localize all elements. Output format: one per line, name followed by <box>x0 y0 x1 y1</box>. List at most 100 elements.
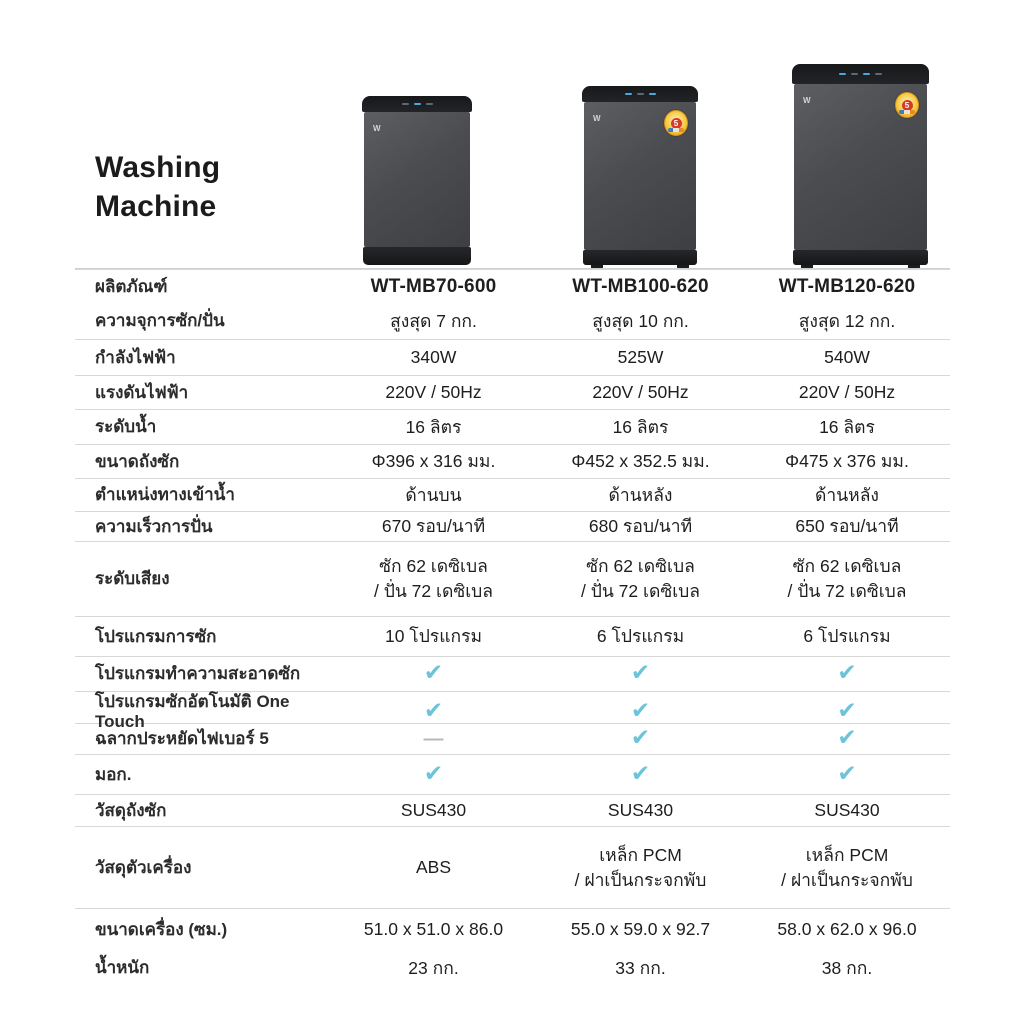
table-row: ความจุการซัก/ปั่น สูงสุด 7 กก. สูงสุด 10 ก… <box>75 303 950 339</box>
washer-control-panel <box>792 64 929 84</box>
control-dot-icon <box>425 103 433 105</box>
spec-label: ระดับเสียง <box>95 569 170 588</box>
spec-value: ซัก 62 เดซิเบล / ปั่น 72 เดซิเบล <box>330 554 537 604</box>
spec-value-line: ซัก 62 เดซิเบล <box>379 556 488 576</box>
spec-value-line: เหล็ก PCM <box>599 844 682 865</box>
control-dot-icon <box>401 103 409 105</box>
spec-value-line: ซัก 62 เดซิเบล <box>792 556 902 576</box>
spec-label: ความจุการซัก/ปั่น <box>95 311 225 330</box>
washer-foot <box>908 265 920 269</box>
spec-value: 51.0 x 51.0 x 86.0 <box>363 919 504 939</box>
spec-value: ด้านบน <box>405 484 462 505</box>
spec-value: 55.0 x 59.0 x 92.7 <box>570 919 711 939</box>
spec-label: ตำแหน่งทางเข้าน้ำ <box>95 485 235 504</box>
table-row: วัสดุตัวเครื่อง ABS เหล็ก PCM / ฝาเป็นกระจก… <box>75 826 950 908</box>
spec-value: 6 โปรแกรม <box>803 626 891 646</box>
washer-body: W 5 <box>584 102 696 250</box>
spec-label: ผลิตภัณฑ์ <box>95 276 168 296</box>
page-title-line1: Washing <box>95 151 221 184</box>
spec-value: 650 รอบ/นาที <box>795 516 899 536</box>
spec-value: ซัก 62 เดซิเบล / ปั่น 72 เดซิเบล <box>537 554 744 604</box>
spec-value: 16 ลิตร <box>819 416 875 437</box>
check-icon: ✔ <box>630 724 651 750</box>
washer-body: W <box>364 112 470 247</box>
control-dot-icon <box>624 93 632 95</box>
check-icon: ✔ <box>537 726 744 752</box>
brand-logo-icon: W <box>803 96 812 105</box>
model-name: WT-MB70-600 <box>370 276 497 297</box>
spec-value-line: / ปั่น 72 เดซิเบล <box>373 581 494 601</box>
washer-base <box>583 250 697 269</box>
washer-control-panel <box>362 96 472 112</box>
table-row: มอก. ✔ ✔ ✔ <box>75 754 950 794</box>
spec-value: SUS430 <box>400 800 467 820</box>
spec-value: เหล็ก PCM / ฝาเป็นกระจกพับ <box>537 843 744 893</box>
spec-value: 680 รอบ/นาที <box>588 516 693 536</box>
control-dot-icon <box>875 73 882 75</box>
dash-icon: — <box>330 727 537 752</box>
check-icon: ✔ <box>537 699 744 725</box>
spec-value: Φ452 x 352.5 มม. <box>571 451 710 471</box>
energy-label-number: 5 <box>901 99 913 111</box>
check-icon: ✔ <box>744 726 950 752</box>
control-dot-icon <box>636 93 644 95</box>
check-icon: ✔ <box>537 661 744 687</box>
energy-label-strip <box>899 110 915 114</box>
table-row: น้ำหนัก 23 กก. 33 กก. 38 กก. <box>75 950 950 986</box>
model-name: WT-MB120-620 <box>778 276 916 297</box>
check-icon: ✔ <box>630 759 651 786</box>
spec-value: SUS430 <box>814 800 880 820</box>
spec-label: ขนาดเครื่อง (ซม.) <box>95 919 228 939</box>
spec-value: 6 โปรแกรม <box>596 626 685 646</box>
check-icon: ✔ <box>744 661 950 687</box>
check-icon: ✔ <box>330 699 537 725</box>
energy-label-no5-icon: 5 <box>664 110 688 136</box>
spec-value: ด้านหลัง <box>815 484 879 505</box>
spec-value-line: ซัก 62 เดซิเบล <box>586 556 695 576</box>
table-row: ระดับเสียง ซัก 62 เดซิเบล / ปั่น 72 เดซิเบ… <box>75 541 950 616</box>
control-dot-icon <box>851 73 858 75</box>
table-row: ผลิตภัณฑ์ WT-MB70-600 WT-MB100-620 WT-MB120… <box>75 269 950 303</box>
model-name: WT-MB100-620 <box>572 276 709 297</box>
spec-value: 23 กก. <box>408 957 459 978</box>
check-icon: ✔ <box>837 697 857 723</box>
check-icon: ✔ <box>744 699 950 725</box>
spec-value: 340W <box>410 347 457 367</box>
spec-value: ABS <box>415 857 452 877</box>
spec-value: Φ475 x 376 มม. <box>785 451 909 471</box>
energy-label-strip <box>668 128 684 132</box>
table-row: กำลังไฟฟ้า 340W 525W 540W <box>75 339 950 375</box>
check-icon: ✔ <box>630 659 651 685</box>
table-row: โปรแกรมการซัก 10 โปรแกรม 6 โปรแกรม 6 โปรแกร… <box>75 616 950 656</box>
energy-label-no5-icon: 5 <box>895 92 919 118</box>
spec-value: เหล็ก PCM / ฝาเป็นกระจกพับ <box>744 843 950 893</box>
spec-label: ความเร็วการปั่น <box>95 516 213 536</box>
product-image-wt-mb120-620: W 5 <box>792 64 929 269</box>
spec-value: SUS430 <box>607 800 674 820</box>
spec-value: 58.0 x 62.0 x 96.0 <box>777 919 917 939</box>
washer-foot <box>801 265 813 269</box>
table-row: ฉลากประหยัดไฟเบอร์ 5 — ✔ ✔ <box>75 723 950 754</box>
spec-value: 540W <box>824 347 870 367</box>
spec-value: สูงสุด 12 กก. <box>798 310 896 331</box>
spec-label: ระดับน้ำ <box>95 417 157 436</box>
washer-foot <box>677 265 689 269</box>
dash-icon: — <box>423 727 444 750</box>
control-dot-icon <box>648 93 656 95</box>
spec-label: แรงดันไฟฟ้า <box>95 382 189 402</box>
spec-value-line: เหล็ก PCM <box>805 844 889 865</box>
product-image-wt-mb70-600: W <box>362 96 472 265</box>
table-row: ขนาดเครื่อง (ซม.) 51.0 x 51.0 x 86.0 55.0 … <box>75 908 950 950</box>
spec-label: กำลังไฟฟ้า <box>95 347 176 367</box>
control-dot-icon <box>839 73 846 75</box>
table-row: โปรแกรมซักอัตโนมัติ One Touch ✔ ✔ ✔ <box>75 691 950 731</box>
check-icon: ✔ <box>537 759 744 788</box>
spec-value: 670 รอบ/นาที <box>381 516 486 536</box>
spec-value: 220V / 50Hz <box>385 382 482 402</box>
spec-value: 525W <box>617 347 664 367</box>
spec-value-line: / ฝาเป็นกระจกพับ <box>781 869 913 890</box>
spec-value: 38 กก. <box>821 957 873 978</box>
spec-comparison-table: ผลิตภัณฑ์ WT-MB70-600 WT-MB100-620 WT-MB120… <box>75 268 950 986</box>
table-row: ระดับน้ำ 16 ลิตร 16 ลิตร 16 ลิตร <box>75 409 950 444</box>
brand-logo-icon: W <box>373 124 382 133</box>
